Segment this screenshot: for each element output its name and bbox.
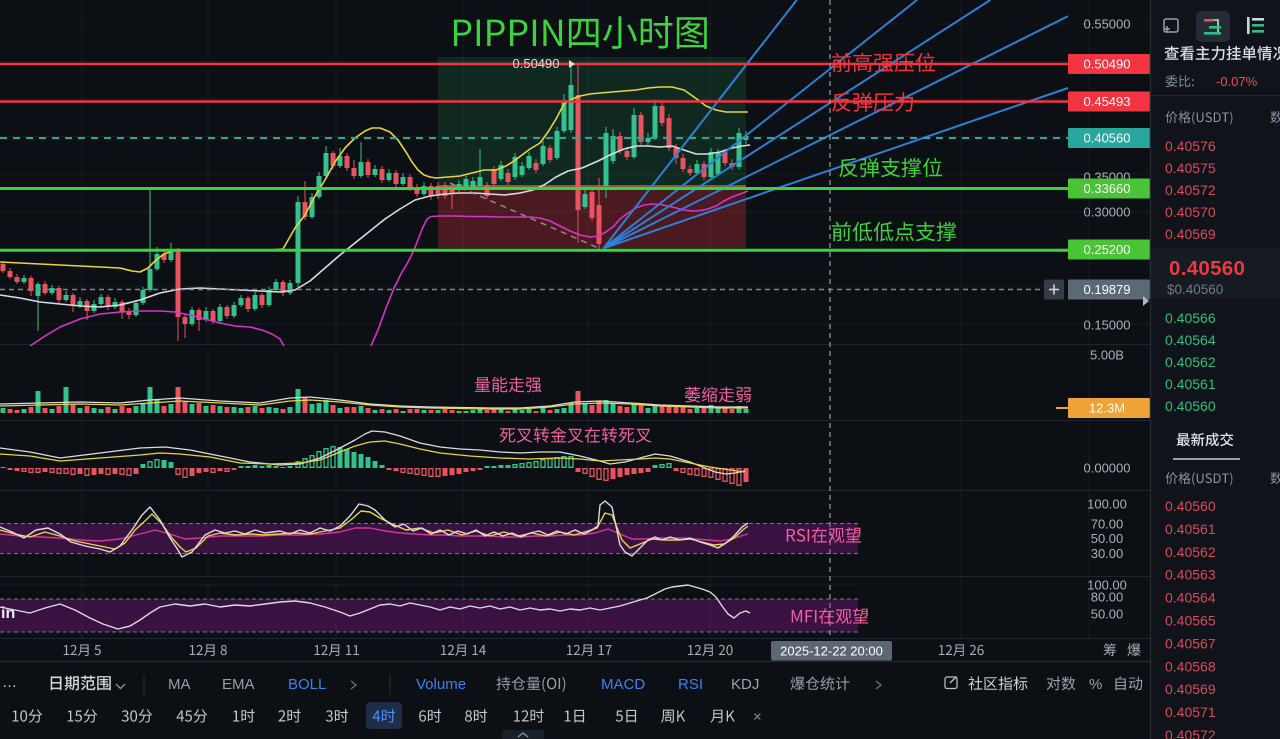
svg-text:0.33660: 0.33660 — [1084, 181, 1131, 196]
svg-text:MA: MA — [168, 676, 191, 693]
svg-text:0.50490: 0.50490 — [513, 56, 560, 71]
svg-text:0.40561: 0.40561 — [1165, 521, 1216, 537]
svg-text:0.45493: 0.45493 — [1084, 94, 1131, 109]
svg-text:0.40563: 0.40563 — [1165, 567, 1216, 583]
svg-text:0.40560: 0.40560 — [1165, 398, 1216, 414]
svg-text:0.40575: 0.40575 — [1165, 160, 1216, 176]
svg-text:×: × — [753, 709, 762, 726]
svg-text:in: in — [1, 605, 15, 622]
svg-text:MACD: MACD — [601, 676, 645, 693]
svg-text:100.00: 100.00 — [1087, 578, 1127, 593]
svg-text:RSI: RSI — [678, 676, 703, 693]
svg-text:0.40568: 0.40568 — [1165, 658, 1216, 674]
svg-text:0.19879: 0.19879 — [1084, 282, 1131, 297]
svg-text:0.40569: 0.40569 — [1165, 681, 1216, 697]
svg-text:0.40572: 0.40572 — [1165, 727, 1216, 739]
svg-text:30.00: 30.00 — [1091, 546, 1124, 561]
svg-text:0.40562: 0.40562 — [1165, 544, 1216, 560]
svg-text:0.40569: 0.40569 — [1165, 226, 1216, 242]
svg-text:KDJ: KDJ — [731, 676, 759, 693]
svg-text:0.40571: 0.40571 — [1165, 704, 1216, 720]
svg-text:0.40565: 0.40565 — [1165, 613, 1216, 629]
svg-text:EMA: EMA — [222, 676, 255, 693]
svg-text:0.40566: 0.40566 — [1165, 310, 1216, 326]
svg-text:0.40561: 0.40561 — [1165, 376, 1216, 392]
svg-text:2025-12-22 20:00: 2025-12-22 20:00 — [780, 644, 883, 659]
svg-text:0.40572: 0.40572 — [1165, 182, 1216, 198]
svg-text:Volume: Volume — [416, 676, 466, 693]
svg-text:0.55000: 0.55000 — [1084, 17, 1131, 32]
svg-text:12.3M: 12.3M — [1089, 401, 1125, 416]
svg-text:0.40560: 0.40560 — [1169, 257, 1245, 280]
svg-text:…: … — [2, 674, 17, 691]
svg-text:0.40567: 0.40567 — [1165, 635, 1216, 651]
svg-text:0.15000: 0.15000 — [1084, 318, 1131, 333]
svg-text:-0.07%: -0.07% — [1216, 74, 1258, 89]
svg-text:0.40560: 0.40560 — [1165, 498, 1216, 514]
svg-text:80.00: 80.00 — [1091, 590, 1124, 605]
svg-text:%: % — [1089, 676, 1102, 693]
svg-text:0.00000: 0.00000 — [1084, 461, 1131, 476]
svg-text:0.40564: 0.40564 — [1165, 590, 1216, 606]
svg-text:5.00B: 5.00B — [1090, 348, 1124, 363]
svg-text:0.40560: 0.40560 — [1084, 131, 1131, 146]
svg-text:$0.40560: $0.40560 — [1167, 282, 1223, 297]
svg-text:0.40562: 0.40562 — [1165, 354, 1216, 370]
svg-text:100.00: 100.00 — [1087, 497, 1127, 512]
svg-text:0.30000: 0.30000 — [1084, 205, 1131, 220]
svg-text:50.00: 50.00 — [1091, 607, 1124, 622]
svg-text:50.00: 50.00 — [1091, 531, 1124, 546]
svg-text:70.00: 70.00 — [1091, 517, 1124, 532]
svg-text:0.40576: 0.40576 — [1165, 138, 1216, 154]
svg-text:0.25200: 0.25200 — [1084, 242, 1131, 257]
svg-text:BOLL: BOLL — [288, 676, 326, 693]
svg-text:0.40564: 0.40564 — [1165, 332, 1216, 348]
svg-text:0.50490: 0.50490 — [1084, 57, 1131, 72]
svg-text:0.40570: 0.40570 — [1165, 204, 1216, 220]
